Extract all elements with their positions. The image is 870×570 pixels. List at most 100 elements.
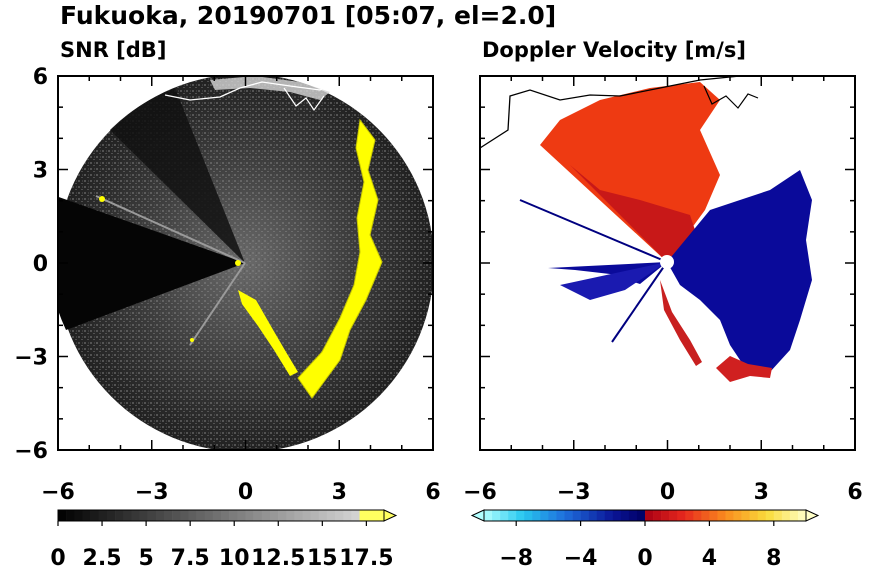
snr-colorbar-cell xyxy=(115,510,124,521)
snr-echo-spot xyxy=(99,196,105,202)
velocity-colorbar-cell xyxy=(556,510,565,521)
snr-x-tick-label: −3 xyxy=(135,480,169,505)
snr-colorbar-labels: 0 2.5 5 7.5 10 12.5 15 17.5 xyxy=(50,546,393,570)
velocity-axis-ticks xyxy=(479,75,856,451)
snr-colorbar-cell xyxy=(318,510,328,521)
snr-colorbar-cell xyxy=(123,510,132,521)
snr-x-tick-labels: −6 −3 0 3 6 xyxy=(41,480,441,505)
velocity-colorbar-cell xyxy=(548,510,557,521)
snr-colorbar-cell xyxy=(204,510,214,521)
snr-y-tick-labels: 6 3 0 −3 −6 xyxy=(14,65,48,464)
velocity-x-tick-label: 6 xyxy=(847,480,862,505)
snr-blocked-sector xyxy=(58,196,245,330)
velocity-colorbar-label: 4 xyxy=(702,546,717,570)
snr-colorbar-cell xyxy=(131,510,140,521)
snr-panel-title: SNR [dB] xyxy=(60,38,166,62)
snr-colorbar-label: 2.5 xyxy=(83,546,122,570)
velocity-colorbar-cell xyxy=(580,510,589,521)
snr-colorbar-cell xyxy=(196,510,205,521)
snr-axis-ticks xyxy=(57,75,434,451)
snr-colorbar-cell xyxy=(172,510,181,521)
snr-colorbar-cell xyxy=(375,510,385,521)
snr-colorbar-cell xyxy=(106,510,116,521)
velocity-approaching-region xyxy=(667,170,812,372)
velocity-colorbar-label: −8 xyxy=(499,546,533,570)
velocity-x-tick-labels: −6 −3 0 3 6 xyxy=(463,480,863,505)
velocity-colorbar-cell xyxy=(532,510,541,521)
velocity-x-tick-label: 0 xyxy=(660,480,675,505)
velocity-colorbar-cell xyxy=(725,510,734,521)
snr-colorbar-label: 5 xyxy=(138,546,153,570)
snr-colorbar-cell xyxy=(212,510,222,521)
velocity-colorbar-cell xyxy=(765,510,775,521)
snr-dark-sector xyxy=(110,88,245,263)
snr-colorbar-cell xyxy=(221,510,230,521)
snr-colorbar-cell xyxy=(261,510,271,521)
snr-colorbar-cell xyxy=(326,510,336,521)
velocity-colorbar-labels: −8 −4 0 4 8 xyxy=(499,546,781,570)
snr-colorbar-cell xyxy=(278,510,287,521)
snr-colorbar-cell xyxy=(139,510,148,521)
velocity-colorbar-cell xyxy=(516,510,525,521)
velocity-x-tick-label: −3 xyxy=(557,480,591,505)
velocity-colorbar-cell xyxy=(741,510,750,521)
coastline xyxy=(703,85,759,109)
velocity-colorbar xyxy=(470,509,820,526)
velocity-panel-title: Doppler Velocity [m/s] xyxy=(482,38,746,62)
velocity-beam-streak xyxy=(519,199,668,263)
snr-colorbar-cell xyxy=(335,510,344,521)
velocity-colorbar-cell xyxy=(620,510,630,521)
velocity-colorbar-cell xyxy=(757,510,767,521)
snr-y-tick-label: 0 xyxy=(33,252,48,277)
snr-colorbar-cell xyxy=(163,510,173,521)
snr-y-tick-label: −6 xyxy=(14,439,48,464)
snr-colorbar-label: 12.5 xyxy=(251,546,305,570)
snr-colorbar-label: 17.5 xyxy=(339,546,393,570)
snr-colorbar-cell xyxy=(147,510,157,521)
snr-colorbar-cell xyxy=(343,510,352,521)
velocity-colorbar-cell xyxy=(797,510,807,521)
snr-colorbar-cell xyxy=(310,510,320,521)
velocity-colorbar-cell xyxy=(604,510,614,521)
snr-y-tick-label: 6 xyxy=(33,65,48,90)
snr-y-tick-label: 3 xyxy=(33,159,48,184)
velocity-colorbar-cell xyxy=(781,510,791,521)
snr-colorbar-label: 10 xyxy=(219,546,250,570)
velocity-colorbar-extend-max xyxy=(805,509,820,522)
snr-y-tick-label: −3 xyxy=(14,346,48,371)
snr-echo-southwest xyxy=(238,290,298,376)
velocity-colorbar-cell xyxy=(572,510,581,521)
snr-colorbar-cell xyxy=(367,510,377,521)
snr-colorbar-label: 0 xyxy=(50,546,65,570)
snr-colorbar-cell xyxy=(188,510,197,521)
snr-colorbar-cell xyxy=(286,510,295,521)
snr-colorbar-extend-max xyxy=(383,509,398,522)
velocity-colorbar-cell xyxy=(677,510,686,521)
velocity-x-tick-label: −6 xyxy=(463,480,497,505)
snr-colorbar-cell xyxy=(269,510,279,521)
snr-colorbar-cell xyxy=(155,510,165,521)
snr-echo-spot xyxy=(235,260,241,266)
snr-colorbar-cell xyxy=(180,510,189,521)
snr-panel: SNR [dB] 6 3 0 −3 −6 −6 −3 0 3 6 xyxy=(14,38,440,505)
velocity-colorbar-cell xyxy=(733,510,742,521)
velocity-colorbar-extend-min xyxy=(470,509,485,522)
snr-colorbar-label: 15 xyxy=(307,546,338,570)
velocity-colorbar-cell xyxy=(669,510,678,521)
figure-title: Fukuoka, 20190701 [05:07, el=2.0] xyxy=(60,1,556,30)
snr-colorbar-cell xyxy=(351,510,360,521)
snr-colorbar-label: 7.5 xyxy=(171,546,210,570)
snr-colorbar-cell xyxy=(90,510,100,521)
snr-beam-streak xyxy=(95,195,246,264)
snr-colorbar-cell xyxy=(82,510,91,521)
snr-x-tick-label: 0 xyxy=(238,480,253,505)
velocity-colorbar-cell xyxy=(492,510,501,521)
velocity-colorbar-label: 0 xyxy=(637,546,652,570)
snr-colorbar-cell xyxy=(359,510,368,521)
radar-site-marker xyxy=(660,255,674,269)
snr-x-tick-label: −6 xyxy=(41,480,75,505)
velocity-colorbar-cell xyxy=(789,510,799,521)
snr-colorbar-cell xyxy=(294,510,303,521)
velocity-panel: Doppler Velocity [m/s] −6 −3 0 3 6 xyxy=(463,38,863,505)
velocity-colorbar-cell xyxy=(484,510,493,521)
